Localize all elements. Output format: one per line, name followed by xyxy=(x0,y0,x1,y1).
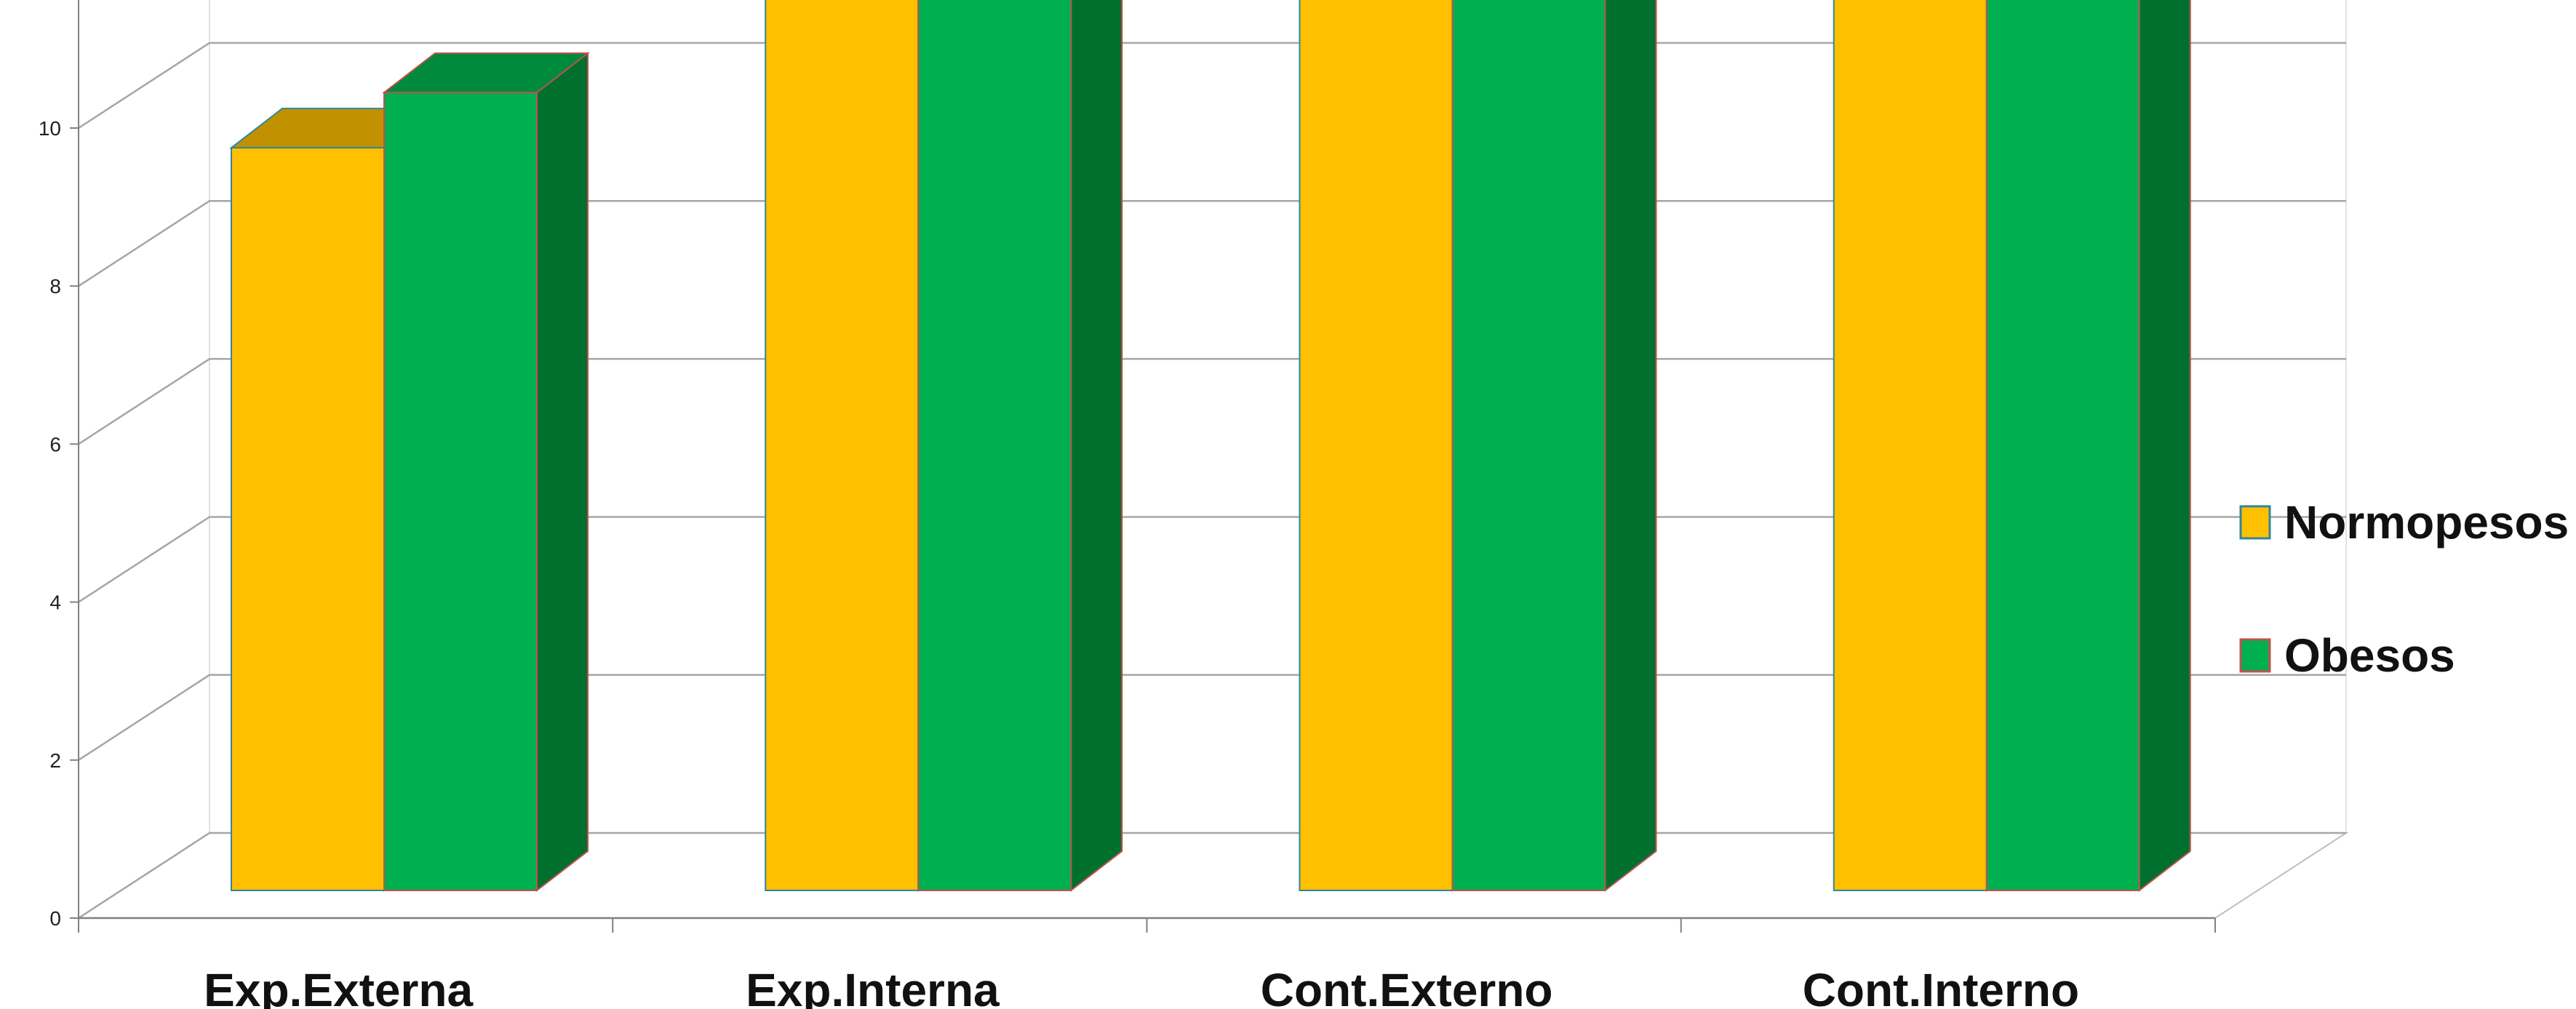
chart-walls xyxy=(76,0,2349,920)
bar-front xyxy=(1985,0,2140,892)
bar-front xyxy=(765,0,920,891)
x-category-label: Exp.Interna xyxy=(746,964,1000,1009)
legend: Normopesos Obesos xyxy=(2239,496,2569,682)
legend-swatch xyxy=(2239,505,2271,540)
x-axis xyxy=(78,0,2216,933)
bar-side xyxy=(536,52,589,893)
x-category-label: Cont.Interno xyxy=(1803,964,2079,1009)
side-wall xyxy=(78,0,210,920)
bar-side xyxy=(1604,0,1657,893)
category-labels: Exp.Externa Exp.Interna Cont.Externo Cont.I… xyxy=(204,964,2079,1009)
bar xyxy=(1985,0,2191,893)
bar xyxy=(1451,0,1657,893)
legend-item: Obesos xyxy=(2239,629,2455,682)
legend-item: Normopesos xyxy=(2239,496,2569,549)
bar-front xyxy=(1833,0,1987,891)
bar-front xyxy=(1299,0,1454,891)
x-category-label: Exp.Externa xyxy=(204,964,473,1009)
legend-swatch xyxy=(2239,638,2271,673)
legend-label: Obesos xyxy=(2284,629,2455,682)
y-axis-ticks: 02468101214161820 xyxy=(39,117,79,930)
bar-side xyxy=(2138,0,2191,893)
bars xyxy=(229,0,2191,893)
y-tick-label: 6 xyxy=(49,433,61,455)
bar xyxy=(917,0,1123,893)
legend-label: Normopesos xyxy=(2284,496,2569,549)
bar-side xyxy=(1070,0,1123,893)
y-tick-label: 2 xyxy=(49,749,61,772)
y-tick-label: 0 xyxy=(49,907,61,930)
bar-front xyxy=(383,92,538,891)
x-category-label: Cont.Externo xyxy=(1261,964,1553,1009)
y-tick-label: 10 xyxy=(39,117,61,140)
bar-front xyxy=(231,147,385,892)
bar xyxy=(382,52,590,893)
y-tick-label: 8 xyxy=(49,275,61,298)
bar-front xyxy=(1451,0,1606,892)
bar-front xyxy=(917,0,1072,892)
y-tick-label: 4 xyxy=(49,591,61,614)
